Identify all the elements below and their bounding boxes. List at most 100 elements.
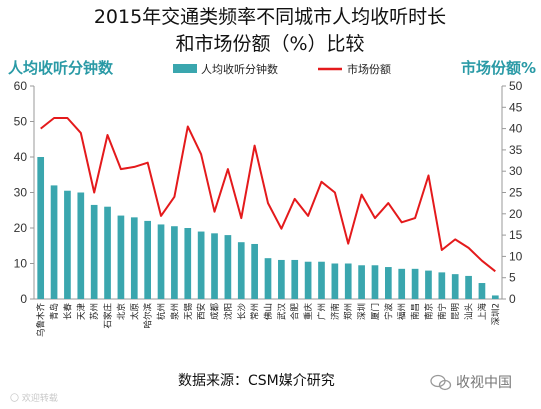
y2-tick-label: 25 (509, 186, 523, 200)
category-label: 哈尔滨 (143, 303, 154, 329)
category-label: 武汉 (276, 303, 287, 321)
y2-tick-label: 0 (509, 292, 516, 306)
bar (237, 242, 245, 299)
bar (90, 204, 98, 299)
category-label: 苏州 (89, 303, 100, 320)
bar (411, 268, 419, 299)
brand-name: 收视中国 (456, 375, 512, 391)
category-label: 深圳 (357, 303, 368, 320)
y-tick-label: 50 (14, 115, 28, 129)
y-axis-title: 人均收听分钟数 (8, 59, 114, 77)
category-label: 宁波 (383, 303, 394, 321)
y2-tick-label: 50 (509, 79, 523, 93)
bar (344, 263, 352, 299)
y-tick-label: 0 (20, 292, 27, 306)
y2-tick-label: 45 (509, 100, 523, 114)
data-source: 数据来源：CSM媒介研究 (178, 373, 335, 389)
y2-axis-title: 市场份额% (461, 59, 536, 77)
bar (37, 157, 45, 299)
bar (211, 233, 218, 299)
chart-title: 2015年交通类频率不同城市人均收听时长 (94, 6, 446, 28)
category-label: 沈阳 (223, 303, 234, 320)
category-label: 重庆 (303, 303, 314, 321)
wechat-icon (430, 374, 452, 391)
y2-tick-label: 20 (509, 207, 523, 221)
category-label: 长春 (62, 303, 73, 321)
line-path (40, 117, 496, 273)
y2-tick-label: 40 (509, 122, 523, 136)
bars (37, 157, 499, 299)
watermark: 〇 欢迎转载 (10, 392, 58, 404)
category-label: 济南 (330, 303, 341, 320)
bar (398, 268, 406, 299)
y-tick-label: 30 (14, 186, 28, 200)
category-label: 长沙 (236, 303, 247, 321)
bar (318, 261, 325, 299)
category-label: 广州 (317, 303, 328, 320)
axes: 0 10 20 30 40 50 60 0 5 10 15 20 25 30 35 40 45 50 (14, 79, 523, 306)
bar (291, 259, 299, 299)
bar (117, 215, 125, 299)
category-label: 杭州 (156, 303, 167, 320)
bar (64, 190, 71, 299)
category-label: 石家庄 (103, 303, 114, 329)
legend-bar-swatch (173, 64, 197, 73)
category-label: 佛山 (263, 303, 274, 320)
category-label: 泉州 (169, 303, 180, 320)
bar (130, 217, 138, 299)
bar (491, 295, 499, 299)
bar (157, 224, 165, 299)
bar (77, 192, 85, 299)
bar (331, 263, 339, 299)
bar (224, 235, 232, 299)
category-label: 成都 (210, 303, 221, 321)
bar (184, 228, 192, 299)
category-label: 无锡 (184, 303, 194, 321)
category-label: 南昌 (410, 303, 421, 320)
bar (50, 185, 58, 299)
y2-tick-label: 10 (509, 249, 523, 263)
category-label: 太原 (129, 303, 140, 320)
chart-subtitle: 和市场份额（%）比较 (175, 33, 364, 55)
category-label: 郑州 (343, 303, 354, 320)
bar (264, 258, 272, 299)
line-series (40, 117, 496, 273)
category-label: 福州 (397, 303, 408, 320)
category-label: 昆明 (451, 303, 461, 320)
category-label: 天津 (76, 303, 87, 321)
y-tick-label: 20 (14, 221, 28, 235)
y-tick-label: 60 (14, 79, 28, 93)
bar (451, 274, 459, 299)
bar (438, 272, 446, 299)
y-tick-label: 10 (14, 257, 28, 271)
category-labels: 乌鲁木齐 青岛 长春 天津 苏州 石家庄 北京 太原 哈尔滨 杭州 泉州 无锡 西安 成都 沈阳 长沙 常州 佛山… (36, 303, 502, 338)
y2-tick-label: 35 (509, 143, 523, 157)
category-label: 南京 (424, 303, 435, 320)
y2-tick-label: 30 (509, 164, 523, 178)
bar (425, 270, 432, 299)
category-label: 西安 (196, 303, 207, 320)
bar (104, 206, 111, 299)
bar (304, 261, 312, 299)
bar (478, 283, 486, 299)
legend-bar-label: 人均收听分钟数 (201, 62, 278, 76)
bar (144, 220, 151, 299)
brand: 收视中国 (430, 374, 512, 391)
bar (197, 231, 205, 299)
bar (385, 267, 392, 299)
y2-tick-label: 15 (509, 228, 523, 242)
legend: 人均收听分钟数 市场份额 (173, 62, 391, 76)
bar (278, 259, 285, 299)
bar (465, 275, 472, 299)
bar (171, 226, 178, 299)
category-label: 常州 (250, 303, 261, 320)
bar (371, 265, 379, 299)
bar (358, 265, 365, 299)
category-label: 深圳2 (490, 303, 501, 325)
category-label: 汕头 (464, 303, 475, 321)
legend-line-label: 市场份额 (347, 62, 391, 76)
category-label: 上海 (477, 303, 488, 321)
category-label: 乌鲁木齐 (36, 303, 47, 338)
y2-tick-label: 5 (509, 271, 516, 285)
